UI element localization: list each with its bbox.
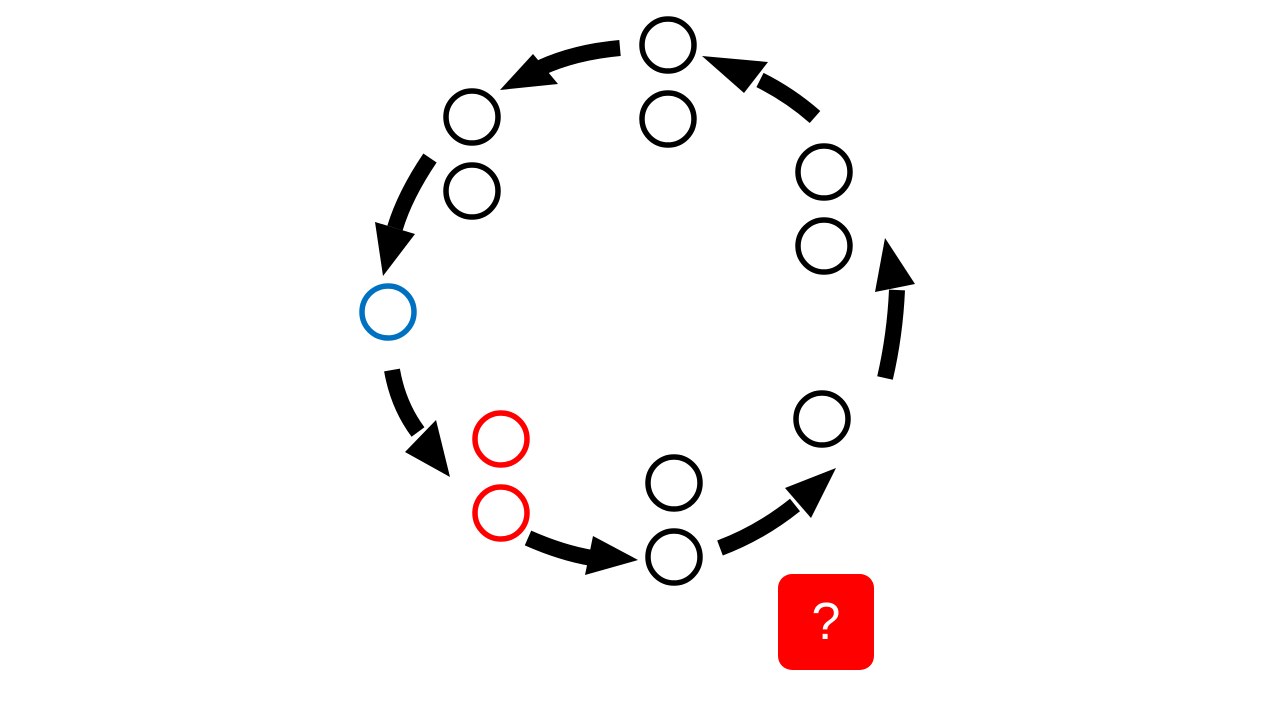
group-top xyxy=(639,16,697,148)
arrow-top-to-upper-left-head xyxy=(500,54,558,90)
arrow-upper-left-to-left-head xyxy=(375,222,415,276)
group-lower-left-circle-1 xyxy=(472,410,530,468)
arrow-right-to-upper-right-head xyxy=(875,238,915,292)
arrow-left-to-lower-left-shaft xyxy=(384,368,425,437)
arrow-right-to-upper-right xyxy=(875,238,915,380)
group-right-circle-1 xyxy=(793,390,851,448)
group-upper-right-circle-1 xyxy=(795,143,853,201)
group-bottom-circle-1 xyxy=(645,454,703,512)
circles-layer xyxy=(359,16,853,586)
group-lower-left-circle-2 xyxy=(472,484,530,542)
group-lower-left xyxy=(472,410,530,542)
arrow-bottom-to-right-shaft xyxy=(717,498,800,556)
group-upper-right xyxy=(795,143,853,275)
arrow-top-to-upper-left xyxy=(500,40,621,90)
arrow-right-to-upper-right-shaft xyxy=(877,289,905,380)
arrow-lower-left-to-bottom-head xyxy=(585,536,638,575)
group-upper-left xyxy=(443,88,501,220)
group-upper-left-circle-2 xyxy=(443,162,501,220)
group-top-circle-1 xyxy=(639,16,697,74)
arrow-bottom-to-right-head xyxy=(785,468,836,518)
group-bottom-circle-2 xyxy=(645,528,703,586)
arrow-left-to-lower-left xyxy=(384,368,450,477)
group-left-circle-1 xyxy=(359,283,417,341)
arrow-lower-left-to-bottom xyxy=(524,530,638,575)
group-right xyxy=(793,390,851,448)
arrow-upper-right-to-top xyxy=(702,56,821,124)
group-upper-right-circle-2 xyxy=(795,217,853,275)
arrow-bottom-to-right xyxy=(717,468,836,556)
arrow-left-to-lower-left-head xyxy=(405,420,450,477)
group-bottom xyxy=(645,454,703,586)
arrow-upper-left-to-left-shaft xyxy=(387,153,437,231)
arrow-upper-right-to-top-head xyxy=(702,56,768,93)
arrows-layer xyxy=(375,40,915,575)
group-upper-left-circle-1 xyxy=(443,88,501,146)
arrow-upper-right-to-top-shaft xyxy=(756,72,821,124)
arrow-upper-left-to-left xyxy=(375,153,437,276)
arrow-lower-left-to-bottom-shaft xyxy=(524,530,594,566)
arrow-top-to-upper-left-shaft xyxy=(536,40,621,76)
group-left xyxy=(359,283,417,341)
question-mark-button[interactable]: ? xyxy=(778,574,874,670)
group-top-circle-2 xyxy=(639,90,697,148)
